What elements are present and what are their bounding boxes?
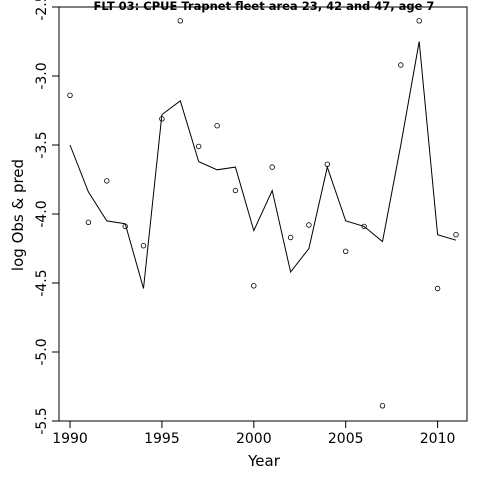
- observed-point: [104, 178, 110, 184]
- observed-point: [140, 242, 147, 249]
- plot-frame: [58, 6, 468, 422]
- x-tick-label: 2000: [236, 431, 272, 447]
- y-tick-label: -4.0: [34, 200, 50, 227]
- observed-point: [398, 62, 404, 68]
- observed-point: [232, 187, 239, 194]
- observed-point: [343, 248, 349, 254]
- y-tick-label: -2.5: [34, 0, 50, 21]
- observed-point: [214, 122, 220, 129]
- x-axis: 1990 1995 2000 2005 2010: [52, 421, 455, 447]
- x-tick-label: 2010: [420, 431, 456, 447]
- y-tick-label: -3.5: [34, 131, 50, 158]
- y-axis-label: log Obs & pred: [9, 159, 27, 271]
- plot-area: [67, 18, 459, 409]
- observed-point: [159, 116, 165, 122]
- x-axis-label: Year: [247, 452, 281, 470]
- observed-point: [85, 219, 92, 225]
- x-tick-label: 2005: [328, 431, 364, 447]
- y-tick-label: -5.5: [34, 407, 50, 434]
- observed-point: [269, 164, 275, 170]
- y-axis: -5.5 -5.0 -4.5 -4.0 -3.5 -3.0 -2.5: [34, 0, 59, 435]
- observed-point: [195, 143, 202, 150]
- observed-point: [434, 285, 441, 292]
- x-tick-label: 1995: [144, 431, 180, 447]
- observed-point: [416, 18, 422, 24]
- observed-point: [251, 283, 257, 289]
- y-tick-label: -3.0: [34, 62, 50, 89]
- observed-point: [67, 92, 73, 98]
- y-tick-label: -5.0: [34, 338, 50, 365]
- observed-point: [379, 403, 386, 409]
- observed-point: [177, 18, 183, 24]
- y-tick-label: -4.5: [34, 269, 50, 296]
- observed-point: [306, 222, 312, 228]
- x-tick-label: 1990: [52, 431, 88, 447]
- observed-point: [287, 234, 294, 241]
- observed-point: [361, 223, 367, 230]
- observed-point: [324, 161, 330, 167]
- observed-point: [453, 231, 459, 238]
- predicted-line: [69, 41, 457, 289]
- observed-point: [122, 223, 128, 230]
